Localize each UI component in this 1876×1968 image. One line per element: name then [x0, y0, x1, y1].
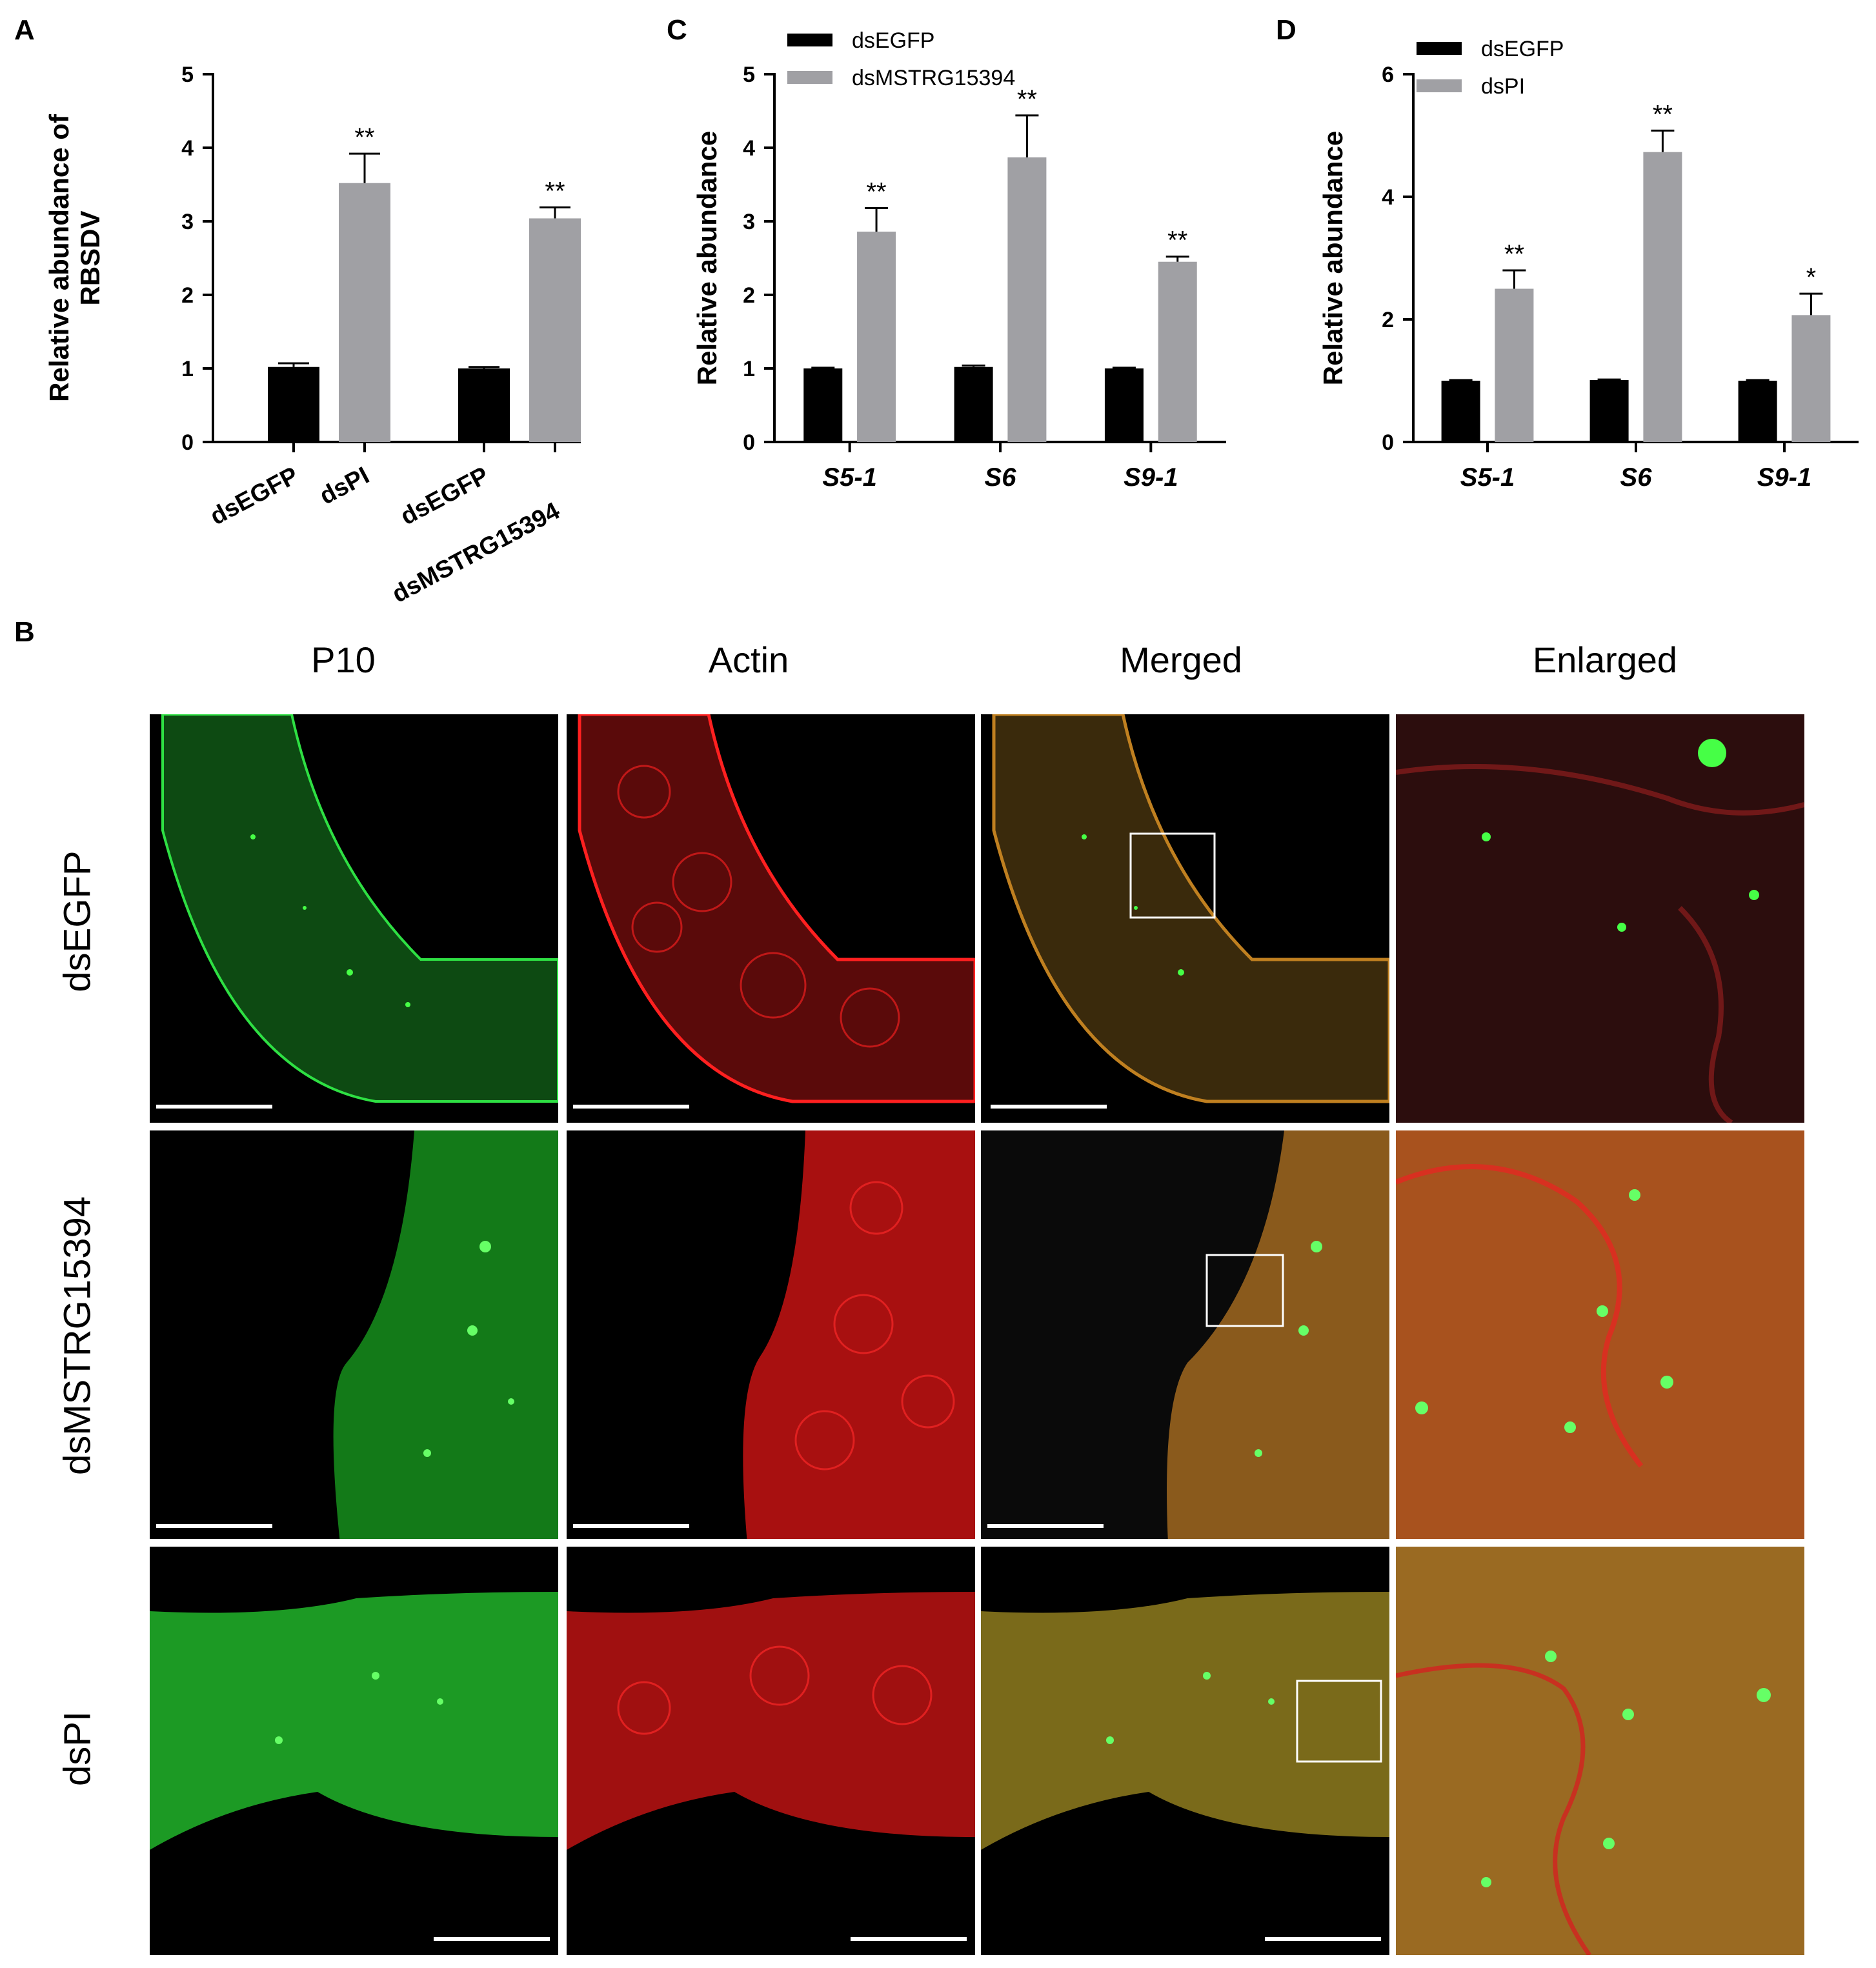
bar — [339, 183, 390, 442]
y-tick-label: 0 — [743, 430, 755, 455]
x-tick-label: S6 — [985, 463, 1017, 492]
row-header-dsegfp: dsEGFP — [56, 850, 99, 992]
x-tick-label: S5-1 — [1460, 463, 1515, 492]
y-tick-label: 4 — [743, 136, 755, 161]
zoom-box — [1296, 1680, 1382, 1763]
micrograph-enlarged-dspi — [1396, 1547, 1804, 1955]
bar — [1495, 288, 1534, 442]
row-header-dspi: dsPI — [56, 1711, 99, 1787]
x-tick-label: dsEGFP — [206, 462, 303, 530]
legend-swatch — [1417, 42, 1462, 55]
y-tick-label: 3 — [743, 210, 755, 234]
x-tick-label: dsPI — [316, 462, 374, 510]
column-header-p10: P10 — [311, 639, 376, 680]
x-tick-label: dsEGFP — [396, 462, 493, 530]
y-axis-label: RBSDV — [75, 210, 105, 305]
legend-swatch — [1417, 79, 1462, 92]
significance-label: ** — [1017, 85, 1037, 114]
y-tick-label: 2 — [1382, 308, 1394, 332]
bar — [1441, 381, 1480, 442]
y-axis-label: Relative abundance — [1318, 131, 1348, 385]
chart-c: Relative abundance 0 1 2 3 4 5 S5-1 S6 S9-1 ** ** **… — [692, 28, 1226, 492]
micrograph-merged-dspi — [981, 1547, 1389, 1955]
legend-label: dsMSTRG15394 — [852, 66, 1015, 90]
column-header-enlarged: Enlarged — [1532, 639, 1678, 680]
bar — [1791, 315, 1831, 442]
bar — [954, 366, 993, 442]
legend-label: dsEGFP — [852, 28, 934, 53]
significance-label: ** — [866, 177, 886, 206]
x-tick-label: S6 — [1620, 463, 1653, 492]
micrograph-p10-dsegfp — [150, 714, 558, 1123]
micrograph-actin-dspi — [567, 1547, 975, 1955]
y-tick-label: 5 — [181, 63, 194, 87]
micrograph-enlarged-dsegfp — [1396, 714, 1804, 1123]
column-header-actin: Actin — [708, 639, 789, 680]
y-tick-label: 0 — [1382, 430, 1394, 455]
micrograph-enlarged-dsmstrg15394 — [1396, 1130, 1804, 1539]
y-tick-label: 4 — [181, 136, 194, 161]
micrograph-merged-dsmstrg15394 — [981, 1130, 1389, 1539]
bar — [268, 366, 319, 442]
micrograph-actin-dsegfp — [567, 714, 975, 1123]
bar — [1643, 152, 1682, 442]
row-header-dsmstrg15394: dsMSTRG15394 — [56, 1196, 99, 1475]
significance-label: ** — [1167, 226, 1187, 255]
y-tick-label: 5 — [743, 63, 755, 87]
chart-a: Relative abundance of RBSDV 0 1 2 3 4 5 dsEGFP ds… — [44, 63, 581, 608]
significance-label: ** — [354, 123, 374, 152]
bar — [1007, 157, 1047, 442]
y-axis-label: Relative abundance of — [44, 114, 74, 402]
legend-label: dsEGFP — [1481, 37, 1564, 61]
bar — [857, 231, 896, 442]
panel-label-b: B — [14, 616, 35, 648]
x-tick-label: S5-1 — [822, 463, 877, 492]
y-tick-label: 0 — [181, 430, 194, 455]
y-axis-label: Relative abundance — [692, 131, 722, 385]
y-tick-label: 4 — [1382, 185, 1394, 210]
legend-swatch — [787, 71, 832, 84]
zoom-box — [1129, 832, 1216, 919]
micrograph-p10-dsmstrg15394 — [150, 1130, 558, 1539]
legend-label: dsPI — [1481, 74, 1525, 99]
y-tick-label: 2 — [743, 283, 755, 308]
zoom-box — [1205, 1254, 1284, 1327]
bar — [1104, 368, 1144, 442]
significance-label: ** — [1504, 240, 1524, 268]
bar — [803, 368, 843, 442]
y-tick-label: 6 — [1382, 63, 1394, 87]
x-tick-label: S9-1 — [1757, 463, 1812, 492]
legend-swatch — [787, 34, 832, 46]
significance-label: ** — [545, 177, 565, 205]
panel-label-c: C — [667, 14, 687, 46]
micrograph-actin-dsmstrg15394 — [567, 1130, 975, 1539]
y-tick-label: 3 — [181, 210, 194, 234]
bar — [529, 218, 581, 442]
y-tick-label: 1 — [743, 357, 755, 381]
bar — [1158, 261, 1197, 442]
panel-label-a: A — [14, 14, 35, 46]
significance-label: ** — [1653, 100, 1673, 128]
y-tick-label: 1 — [181, 357, 194, 381]
micrograph-p10-dspi — [150, 1547, 558, 1955]
column-header-merged: Merged — [1120, 639, 1242, 680]
panel-label-d: D — [1276, 14, 1296, 46]
bar — [1738, 381, 1777, 442]
significance-label: * — [1806, 263, 1817, 292]
y-tick-label: 2 — [181, 283, 194, 308]
bar — [1589, 380, 1629, 442]
micrograph-merged-dsegfp — [981, 714, 1389, 1123]
bar — [458, 368, 510, 442]
x-tick-label: S9-1 — [1124, 463, 1178, 492]
